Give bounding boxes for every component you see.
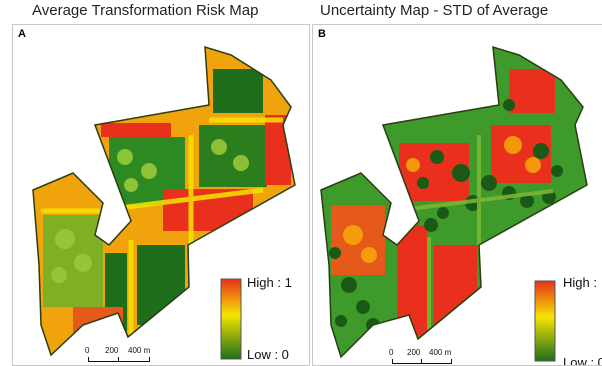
- map-a-scale-label-0: 0: [85, 346, 90, 355]
- map-b-scale-label-200: 200: [407, 348, 421, 357]
- map-b-legend-high: High :: [563, 275, 597, 290]
- map-a-svg: [32, 45, 296, 360]
- map-b-high-zone: [509, 69, 555, 113]
- map-a-boundary: [32, 45, 296, 357]
- map-a-low-zone: [199, 125, 267, 187]
- map-b-letter: B: [318, 28, 326, 40]
- map-a-letter: A: [18, 28, 26, 40]
- map-b-legend-low: Low : 0: [563, 355, 602, 366]
- map-a-scale-bar: 0 200 400 m: [85, 346, 165, 365]
- map-a-legend-low: Low : 0: [247, 347, 289, 362]
- map-b-panel: B: [312, 24, 602, 366]
- map-a-legend-bar: [220, 278, 242, 360]
- map-b-high-zone: [433, 245, 477, 329]
- map-a-legend-high: High : 1: [247, 275, 292, 290]
- map-a-high-zone: [265, 115, 291, 185]
- map-a-scale-label-200: 200: [105, 346, 119, 355]
- map-b-uncertainty-surface: [321, 47, 587, 357]
- map-b-high-zone: [397, 225, 427, 335]
- map-a-scale-label-400: 400 m: [128, 346, 151, 355]
- map-b-scale-label-400: 400 m: [429, 348, 452, 357]
- map-a-panel: A: [12, 24, 310, 366]
- map-b-svg: [320, 45, 588, 362]
- map-b-scale-bar: 0 200 400 m: [389, 348, 469, 365]
- map-a-low-zone: [43, 215, 103, 307]
- map-b-boundary: [320, 45, 588, 359]
- map-b-legend-bar: [534, 280, 556, 362]
- map-a-high-zone: [101, 123, 171, 137]
- map-a-low-zone: [213, 69, 263, 113]
- map-b-title: Uncertainty Map - STD of Average: [320, 2, 549, 19]
- map-a-low-zone: [105, 253, 127, 331]
- map-a-low-zone: [137, 245, 185, 325]
- map-b-scale-label-0: 0: [389, 348, 394, 357]
- map-a-title: Average Transformation Risk Map: [32, 2, 259, 19]
- map-a-high-zone: [73, 307, 123, 337]
